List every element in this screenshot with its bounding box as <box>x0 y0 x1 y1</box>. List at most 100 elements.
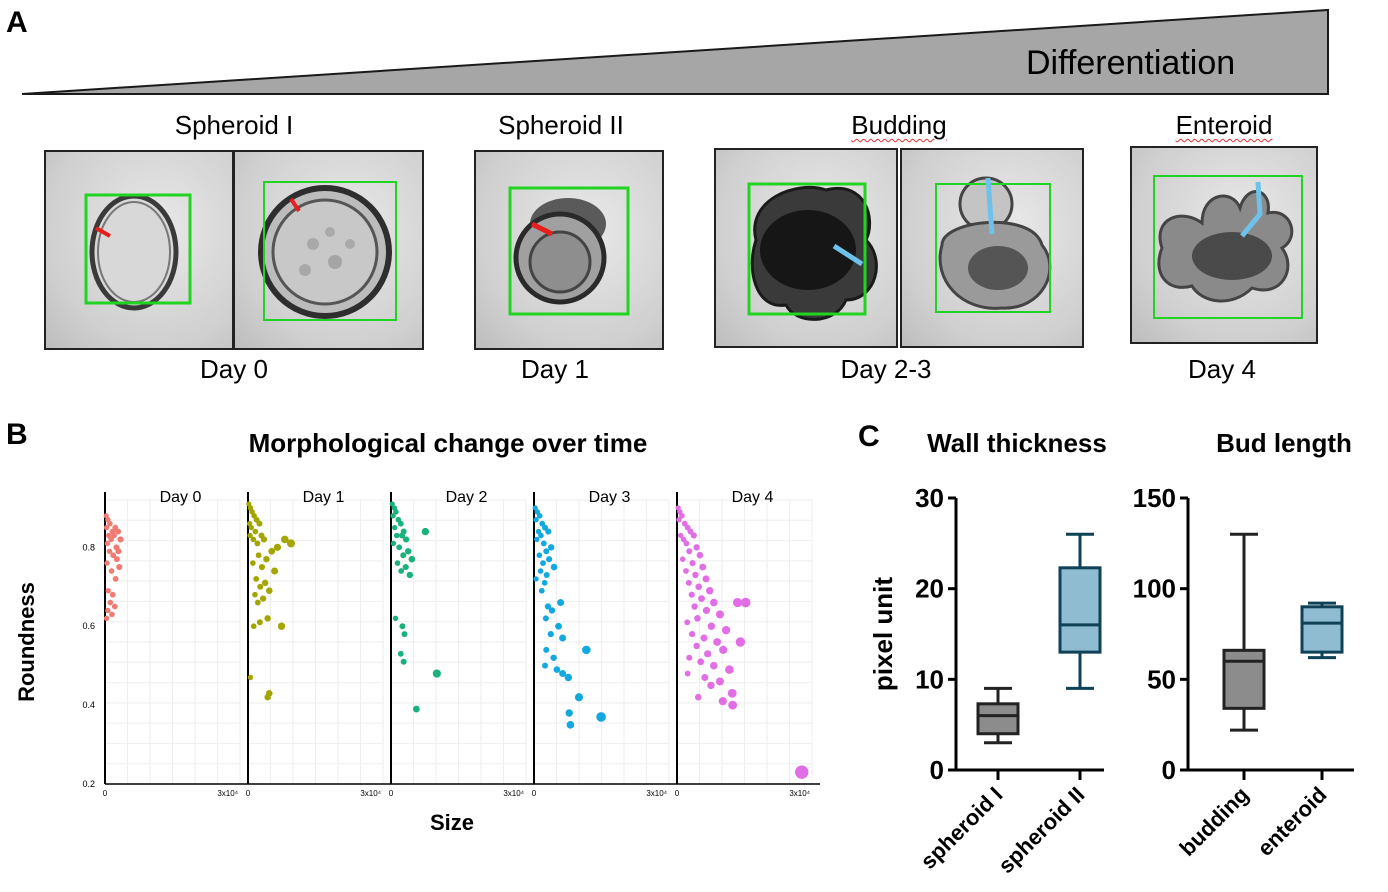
y-tick-label: 50 <box>1147 664 1176 694</box>
scatter-point <box>271 567 279 575</box>
x-tick-label: spheroid II <box>993 782 1089 878</box>
scatter-point <box>719 645 728 654</box>
scatter-point <box>538 587 545 594</box>
scatter-point <box>256 619 263 626</box>
box-iqr <box>976 702 1020 736</box>
scatter-point <box>686 654 693 661</box>
scatter-point <box>574 693 584 702</box>
scatter-point <box>260 595 267 602</box>
scatter-point <box>248 524 254 531</box>
scatter-point <box>680 536 687 543</box>
box-chart-title: Wall thickness <box>927 428 1107 458</box>
scatter-point <box>400 552 407 559</box>
y-tick-label: 100 <box>1133 574 1176 604</box>
scatter-point <box>565 709 573 717</box>
x-tick-label: 0 <box>246 789 251 798</box>
scatter-point <box>108 568 115 574</box>
scatter-point <box>582 645 591 655</box>
scatter-point <box>555 622 562 630</box>
scatter-point <box>689 631 696 638</box>
scatter-point <box>107 599 114 606</box>
scatter-point <box>715 677 724 686</box>
facet-label: Day 0 <box>160 489 202 506</box>
scatter-point <box>689 560 696 567</box>
scatter-point <box>795 765 809 779</box>
scatter-point <box>397 650 404 657</box>
scatter-point <box>254 540 261 547</box>
scatter-point <box>725 665 734 674</box>
scatter-point <box>564 673 573 682</box>
x-tick-label: 3x10⁴ <box>360 789 381 798</box>
scatter-point <box>532 505 538 511</box>
scatter-point <box>286 539 295 548</box>
scatter-point <box>105 588 111 594</box>
facet-label: Day 3 <box>589 489 631 506</box>
scatter-point <box>541 579 548 586</box>
scatter-point <box>721 625 731 635</box>
scatter-point <box>412 705 420 713</box>
scatter-point <box>404 548 412 555</box>
y-tick-label: 20 <box>915 574 944 604</box>
x-tick-label: budding <box>1175 782 1254 861</box>
scatter-point <box>713 638 721 646</box>
scatter-point <box>557 599 565 607</box>
scatter-point <box>543 646 550 653</box>
scatter-point <box>258 563 266 571</box>
scatter-point <box>535 528 542 535</box>
differentiation-label: Differentiation <box>1026 44 1236 82</box>
scatter-point <box>701 674 709 681</box>
x-tick-label: 3x10⁴ <box>217 789 238 798</box>
x-tick-label: 3x10⁴ <box>789 789 810 798</box>
scatter-point <box>110 552 117 559</box>
scatter-point <box>547 631 554 638</box>
scatter-point <box>537 568 544 574</box>
scatter-point <box>264 694 271 701</box>
scatter-point <box>250 623 257 630</box>
scatter-point <box>111 532 117 539</box>
scatter-point <box>393 532 400 539</box>
scatter-point <box>704 650 712 658</box>
scatter-point <box>265 587 273 595</box>
scatter-point <box>104 540 111 547</box>
box-iqr <box>1058 566 1102 654</box>
scatter-point <box>566 721 575 729</box>
scatter-point <box>399 623 406 630</box>
y-tick-label: 0 <box>930 755 944 785</box>
micrograph-spheroid-2 <box>474 150 664 350</box>
scatter-point <box>392 615 399 622</box>
scatter-point <box>115 528 122 535</box>
scatter-point <box>263 555 270 563</box>
scatter-point <box>695 583 702 591</box>
scatter-point <box>534 536 540 543</box>
scatter-point <box>104 560 110 566</box>
scatter-point <box>550 563 558 571</box>
scatter-point <box>393 509 399 515</box>
scatter-point <box>252 528 259 535</box>
x-tick-label: 3x10⁴ <box>646 789 667 798</box>
scatter-point <box>538 532 544 539</box>
scatter-point <box>257 583 264 590</box>
stage-title-enteroid: Enteroid <box>1175 110 1273 140</box>
scatter-point <box>700 634 708 642</box>
scatter-point <box>281 535 289 544</box>
scatter-point <box>396 544 403 551</box>
scatter-point <box>108 536 114 543</box>
x-tick-label: 0 <box>532 789 537 798</box>
wall-thickness-chart: Wall thickness 0 10 20 30 pixel unit spheroid … <box>868 428 1107 878</box>
scatter-point <box>679 556 686 562</box>
scatter-point <box>545 528 552 535</box>
scatter-point <box>111 603 118 610</box>
scatter-point <box>559 670 567 678</box>
scatter-point <box>544 603 552 610</box>
scatter-point <box>690 532 697 539</box>
scatter-point <box>707 622 716 630</box>
box-iqr <box>1300 605 1344 654</box>
scatter-point <box>683 568 689 574</box>
scatter-point <box>402 563 409 571</box>
scatter-point <box>247 674 254 681</box>
scatter-point <box>727 688 737 698</box>
scatter-point <box>399 532 406 539</box>
scatter-point <box>693 544 700 551</box>
panel-c-letter: C <box>858 420 880 453</box>
